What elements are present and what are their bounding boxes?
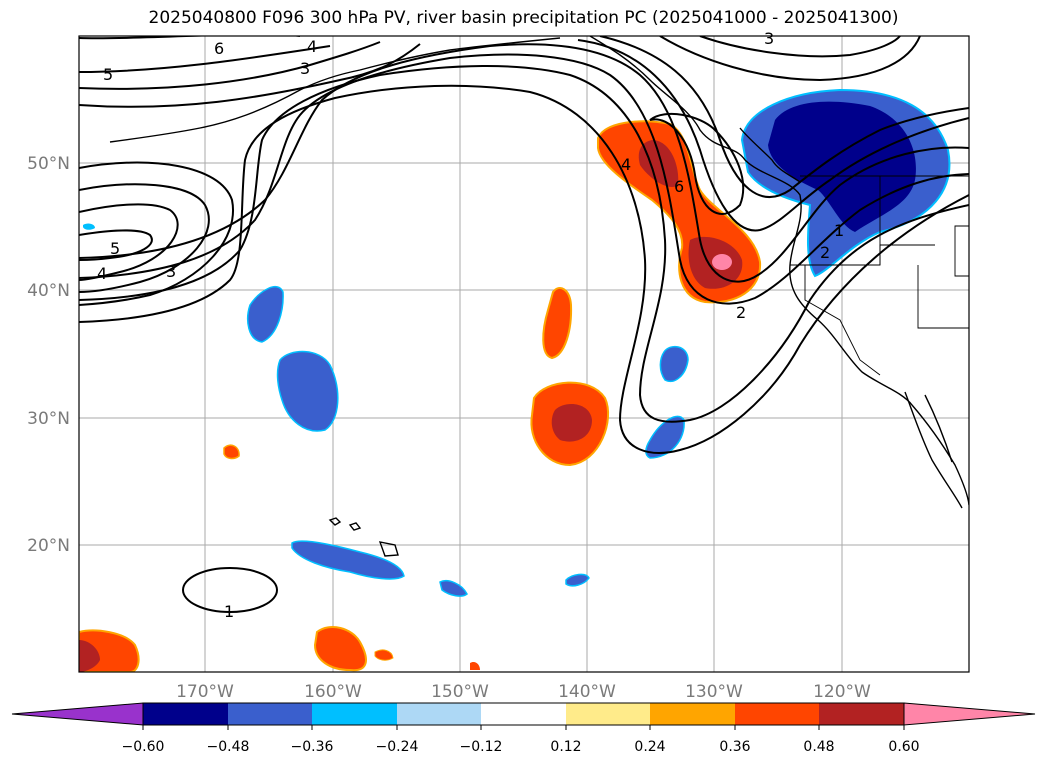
- coast-hawaii-1: [328, 517, 342, 526]
- pv-contour-ridge-f: [599, 36, 969, 198]
- colorbar-outline: [142, 702, 905, 726]
- lon-label-130w: 130°W: [685, 682, 743, 702]
- pv-label-4-band: 4: [621, 155, 631, 174]
- pv-label-2-band: 2: [736, 303, 746, 322]
- colorbar-tick-label: −0.48: [207, 739, 250, 755]
- colorbar-tick-label: 0.24: [634, 739, 665, 755]
- lon-label-150w: 150°W: [431, 682, 489, 702]
- precip-negative-small1: [439, 580, 468, 597]
- colorbar-cell-6: [566, 703, 650, 725]
- colorbar-tick-label: −0.24: [376, 739, 419, 755]
- colorbar-cell-7: [650, 703, 735, 725]
- colorbar-cell-1: [143, 703, 228, 725]
- pv-contour-trough-2: [649, 112, 745, 215]
- colorbar-tick-label: 0.48: [803, 739, 834, 755]
- map-frame: [78, 35, 970, 673]
- coast-hawaii-3: [378, 541, 399, 557]
- colorbar-extend-low: [11, 702, 144, 726]
- pv-contour-ridge-e: [577, 39, 969, 232]
- colorbar-tick-label: 0.12: [550, 739, 581, 755]
- pv-contour-top-left-6: [79, 36, 300, 40]
- colorbar-tick-label: 0.36: [719, 739, 750, 755]
- political-boundaries: [790, 175, 969, 376]
- pv-label-5-top: 5: [103, 65, 113, 84]
- precip-negative-hawaii: [291, 540, 405, 580]
- pv-label-2-upper: 2: [820, 243, 830, 262]
- colorbar-cell-5: [481, 703, 566, 725]
- colorbar: −0.60 −0.48 −0.36 −0.24 −0.12 0.12 0.24 …: [11, 702, 1036, 755]
- pv-contour-upper-right: [659, 36, 921, 82]
- pv-label-3-left: 3: [166, 262, 176, 281]
- coast-vancouver: [739, 127, 801, 183]
- coast-aleutians: [109, 69, 361, 143]
- precip-negative-west1: [247, 286, 284, 343]
- pv-contour-top-left-4: [79, 41, 381, 90]
- precip-negative-small2: [565, 573, 590, 587]
- pv-contour-left-5: [79, 229, 153, 261]
- coast-hawaii-2: [348, 522, 362, 531]
- pv-contour-subtropical-1: [182, 567, 278, 613]
- pv-contour-left-6: [79, 161, 235, 306]
- coast-gulf-california: [924, 394, 953, 463]
- pv-contour-ridge-b: [79, 65, 969, 423]
- pv-label-4-top: 4: [307, 37, 317, 56]
- precip-positive-small3: [374, 649, 394, 661]
- pv-contour-left-4: [79, 203, 179, 281]
- precip-positive-subtropics-core: [551, 404, 592, 442]
- lat-label-20n: 20°N: [27, 536, 70, 556]
- lon-label-120w: 120°W: [813, 682, 871, 702]
- precip-positive-small2: [470, 661, 480, 670]
- pv-label-1-upper: 1: [834, 221, 844, 240]
- lon-label-140w: 140°W: [558, 682, 616, 702]
- lat-label-40n: 40°N: [27, 281, 70, 301]
- colorbar-cell-3: [312, 703, 397, 725]
- pv-label-4-left: 4: [97, 264, 107, 283]
- colorbar-cell-2: [228, 703, 312, 725]
- precip-positive-bottomleft-core: [79, 640, 100, 672]
- precip-max-pink: [712, 254, 732, 270]
- longitude-labels: 170°W 160°W 150°W 140°W 130°W 120°W: [176, 682, 871, 702]
- colorbar-tick-label: −0.12: [460, 739, 503, 755]
- lat-label-50n: 50°N: [27, 154, 70, 174]
- pv-contours: [79, 36, 969, 613]
- gridlines: [79, 36, 969, 672]
- precip-positive-band-core: [638, 140, 679, 188]
- lon-label-170w: 170°W: [176, 682, 234, 702]
- pv-contour-upper-right-2: [699, 36, 901, 58]
- precip-negative-small3: [83, 223, 95, 230]
- pv-contour-ridge-d: [79, 43, 969, 283]
- pv-label-3-upper-right: 3: [764, 29, 774, 48]
- latitude-labels: 50°N 40°N 30°N 20°N: [27, 154, 70, 556]
- precip-negative-west2: [276, 350, 339, 432]
- colorbar-tick-label: 0.60: [888, 739, 919, 755]
- pv-label-6-band: 6: [674, 177, 684, 196]
- colorbar-tick-label: −0.36: [291, 739, 334, 755]
- pv-label-3-top: 3: [300, 59, 310, 78]
- pv-contour-labels: 6 4 5 3 5 4 3 3 4 6 2 2 1 1: [97, 29, 844, 621]
- colorbar-cell-8: [735, 703, 819, 725]
- lat-label-30n: 30°N: [27, 409, 70, 429]
- precip-negative-mid2: [659, 345, 689, 382]
- coast-alaska-south: [359, 37, 561, 71]
- pv-label-6-top: 6: [214, 39, 224, 58]
- colorbar-cell-9: [819, 703, 904, 725]
- pv-contour-top-left-5: [79, 45, 331, 73]
- pv-label-1-subtropical: 1: [224, 602, 234, 621]
- pv-contour-left-3: [79, 183, 210, 293]
- colorbar-cell-4: [397, 703, 481, 725]
- precip-positive-mid: [542, 287, 573, 360]
- colorbar-extend-high: [903, 702, 1036, 726]
- precip-positive-small1: [223, 444, 240, 460]
- pv-label-5-left: 5: [110, 239, 120, 258]
- map-title: 2025040800 F096 300 hPa PV, river basin …: [148, 8, 899, 28]
- lon-label-160w: 160°W: [304, 682, 362, 702]
- coast-baja: [904, 391, 963, 509]
- pv-contour-ridge-a: [79, 84, 969, 454]
- precip-positive-south-islands: [313, 626, 367, 672]
- colorbar-tick-label: −0.60: [122, 739, 165, 755]
